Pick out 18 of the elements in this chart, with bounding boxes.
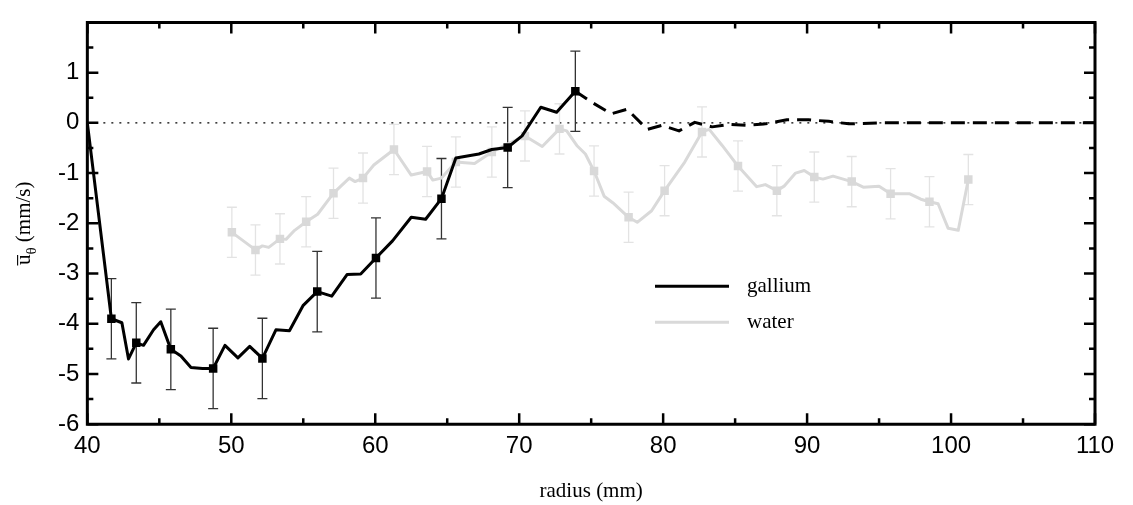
x-tick-label: 50 bbox=[217, 431, 245, 459]
x-tick-label: 80 bbox=[649, 431, 677, 459]
y-axis-title: u̅θ (mm/s) bbox=[11, 181, 39, 267]
y-tick-label: -5 bbox=[58, 358, 80, 386]
legend-label: gallium bbox=[747, 272, 812, 297]
x-axis-title: radius (mm) bbox=[539, 478, 643, 502]
x-tick-label: 110 bbox=[1075, 431, 1115, 459]
x-tick-label: 90 bbox=[793, 431, 821, 459]
legend-label: water bbox=[747, 308, 794, 333]
y-tick-label: -4 bbox=[58, 308, 80, 336]
y-tick-label: 0 bbox=[65, 107, 80, 135]
y-tick-label: -2 bbox=[58, 207, 80, 235]
y-tick-label: 1 bbox=[65, 57, 80, 85]
x-tick-label: 100 bbox=[931, 431, 972, 459]
x-tick-label: 60 bbox=[361, 431, 389, 459]
y-tick-label: -3 bbox=[58, 258, 80, 286]
y-tick-label: -1 bbox=[58, 157, 80, 185]
x-tick-label: 70 bbox=[505, 431, 533, 459]
